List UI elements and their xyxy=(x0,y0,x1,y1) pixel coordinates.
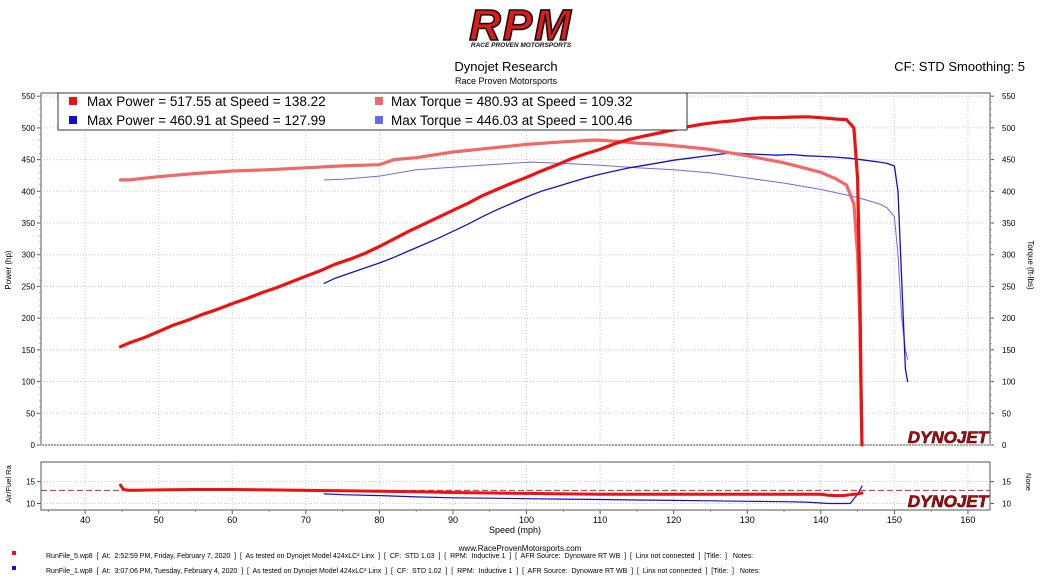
y-tick-label-right: 250 xyxy=(1002,282,1016,291)
run-info-0: RunFile_5.wp8 [ At: 2:52:59 PM, Friday, … xyxy=(46,553,753,560)
y-tick-label-left: 200 xyxy=(22,314,36,323)
x-tick-label: 40 xyxy=(80,515,90,525)
y-tick-label-left: 450 xyxy=(22,156,36,165)
afr-tick-label-left: 15 xyxy=(26,478,35,487)
afr-tick-label-right: 15 xyxy=(1002,478,1011,487)
y-tick-label-left: 0 xyxy=(31,441,36,450)
legend-swatch-0 xyxy=(69,97,77,105)
y-tick-label-right: 500 xyxy=(1002,124,1016,133)
x-tick-label: 50 xyxy=(154,515,164,525)
y-tick-label-right: 200 xyxy=(1002,314,1016,323)
y-axis-label-afr: Air/Fuel Ra xyxy=(4,464,13,502)
y-tick-label-right: 150 xyxy=(1002,346,1016,355)
x-tick-label: 110 xyxy=(593,515,607,525)
y-tick-label-left: 500 xyxy=(22,124,36,133)
x-tick-label: 140 xyxy=(813,515,828,525)
x-axis: 40 50 60 70 80 90 100 110 120 130 140 150 160 xyxy=(47,510,975,525)
chart-subtitle: Race Proven Motorsports xyxy=(455,76,558,86)
afr-y-axis-left: 10 15 xyxy=(26,478,41,508)
main-y-axis-right: 0 50 100 150 200 250 300 350 400 450 500 550 xyxy=(990,92,1016,450)
afr-y-axis-right: 10 15 xyxy=(990,478,1011,508)
main-series-1 xyxy=(323,152,909,383)
y-tick-label-right: 350 xyxy=(1002,219,1016,228)
rpm-logo: RPM RACE PROVEN MOTORSPORTS xyxy=(468,0,573,51)
x-tick-label: 80 xyxy=(374,515,384,525)
x-tick-label: 120 xyxy=(666,515,681,525)
cf-label: CF: STD Smoothing: 5 xyxy=(894,59,1025,74)
legend-swatch-2 xyxy=(69,116,77,124)
y-axis-label-power: Power (hp) xyxy=(4,250,13,289)
legend-swatch-1 xyxy=(375,97,383,105)
afr-plot-area xyxy=(40,461,991,511)
y-tick-label-left: 400 xyxy=(22,187,36,196)
main-plot-area xyxy=(40,92,991,446)
y-tick-label-left: 100 xyxy=(22,378,36,387)
x-axis-label: Speed (mph) xyxy=(489,525,541,535)
main-series-2 xyxy=(118,138,864,447)
run-info-1: RunFile_1.wp8 [ At: 3:07:06 PM, Tuesday,… xyxy=(46,568,760,575)
y-tick-label-right: 400 xyxy=(1002,187,1016,196)
logo-subtext: RACE PROVEN MOTORSPORTS xyxy=(471,42,572,49)
legend-swatch-3 xyxy=(375,116,383,124)
y-tick-label-right: 50 xyxy=(1002,409,1011,418)
x-tick-label: 100 xyxy=(519,515,534,525)
run-marker-1 xyxy=(12,566,16,570)
legend-item-0: Max Power = 517.55 at Speed = 138.22 xyxy=(87,94,326,109)
chart-title: Dynojet Research xyxy=(454,59,557,74)
y-tick-label-left: 350 xyxy=(22,219,36,228)
y-tick-label-right: 0 xyxy=(1002,441,1007,450)
footer-website: www.RaceProvenMotorsports.com xyxy=(458,544,582,553)
afr-series-1 xyxy=(119,483,864,498)
legend-item-3: Max Torque = 446.03 at Speed = 100.46 xyxy=(391,113,632,128)
y-tick-label-right: 300 xyxy=(1002,251,1016,260)
main-series-0 xyxy=(323,161,909,360)
x-tick-label: 60 xyxy=(227,515,237,525)
y-tick-label-right: 450 xyxy=(1002,156,1016,165)
y-axis-label-none: None xyxy=(1024,473,1033,491)
run-marker-0 xyxy=(12,551,16,555)
y-axis-label-torque: Torque (ft-lbs) xyxy=(1026,240,1035,290)
x-tick-label: 150 xyxy=(887,515,902,525)
dynojet-watermark-afr: DYNOJET xyxy=(908,492,990,511)
y-tick-label-left: 250 xyxy=(22,282,36,291)
y-tick-label-left: 550 xyxy=(22,92,36,101)
main-y-axis-left: 0 50 100 150 200 250 300 350 400 450 500 550 xyxy=(22,92,41,450)
y-tick-label-left: 150 xyxy=(22,346,36,355)
y-tick-label-left: 300 xyxy=(22,251,36,260)
main-series xyxy=(118,115,909,447)
afr-series xyxy=(119,483,864,505)
x-tick-label: 130 xyxy=(740,515,755,525)
y-tick-label-right: 100 xyxy=(1002,378,1016,387)
x-tick-label: 70 xyxy=(301,515,311,525)
afr-series-0 xyxy=(323,485,863,505)
x-tick-label: 90 xyxy=(448,515,458,525)
afr-tick-label-left: 10 xyxy=(26,499,35,508)
y-tick-label-right: 550 xyxy=(1002,92,1016,101)
dynojet-watermark-main: DYNOJET xyxy=(908,428,990,447)
afr-tick-label-right: 10 xyxy=(1002,499,1011,508)
legend-item-1: Max Torque = 480.93 at Speed = 109.32 xyxy=(391,94,632,109)
x-tick-label: 160 xyxy=(960,515,975,525)
legend-box xyxy=(57,92,688,131)
legend: Max Power = 517.55 at Speed = 138.22 Max… xyxy=(57,92,688,131)
main-series-3 xyxy=(118,115,864,447)
legend-item-2: Max Power = 460.91 at Speed = 127.99 xyxy=(87,113,326,128)
y-tick-label-left: 50 xyxy=(26,409,35,418)
logo-text: RPM xyxy=(469,1,573,50)
